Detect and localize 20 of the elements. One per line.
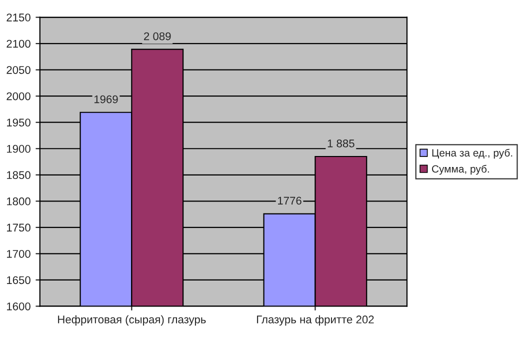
y-tick-label: 1600 (7, 302, 30, 310)
y-tick-label: 1750 (7, 224, 30, 232)
data-label: 1 885 (328, 139, 354, 148)
y-tick-label: 1950 (7, 118, 30, 126)
y-tick-label: 1700 (7, 250, 30, 258)
legend-label: Цена за ед., руб. (432, 148, 512, 159)
y-tick-label: 2050 (6, 66, 30, 74)
y-tick-label: 2000 (6, 92, 30, 100)
data-label: 1776 (278, 196, 302, 205)
y-tick-label: 1800 (7, 197, 30, 206)
data-label: 2 089 (144, 32, 171, 40)
x-tick-label: Глазурь на фритте 202 (257, 315, 374, 326)
y-tick-label: 2100 (6, 40, 30, 48)
legend-label: Сумма, руб. (432, 164, 489, 175)
y-tick-label: 1850 (7, 171, 30, 180)
y-tick-label: 2150 (6, 14, 30, 22)
x-tick-label: Нефритовая (сырая) глазурь (58, 315, 206, 326)
data-label: 1969 (94, 95, 118, 104)
y-tick-label: 1650 (7, 276, 30, 284)
y-tick-label: 1900 (7, 144, 30, 153)
